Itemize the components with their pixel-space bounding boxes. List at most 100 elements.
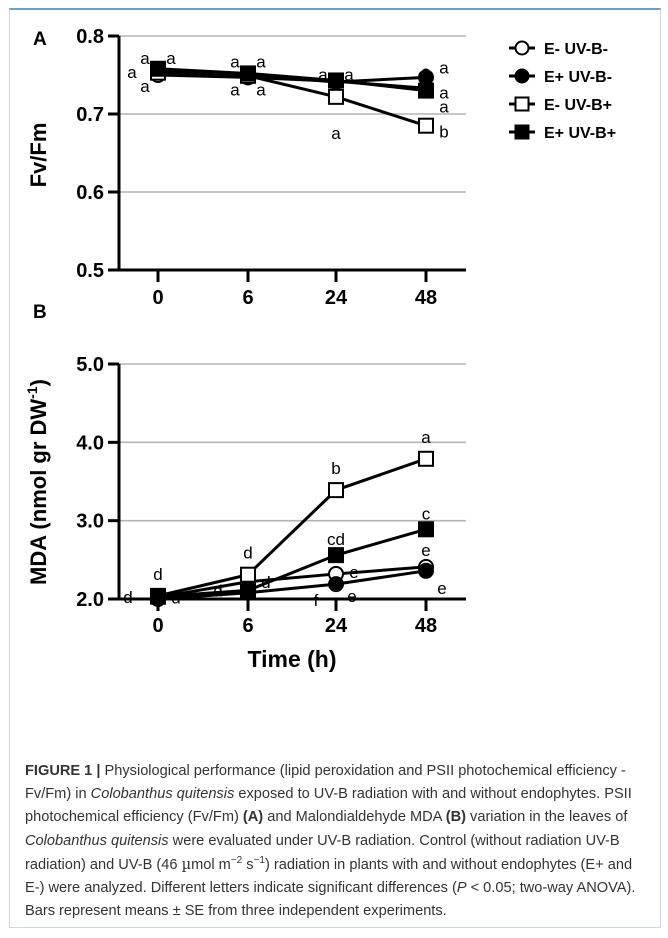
data-point	[150, 60, 166, 77]
data-point	[328, 88, 344, 105]
y-tick-label: 0.5	[76, 260, 104, 282]
data-point	[328, 482, 344, 499]
significance-letter: a	[140, 77, 150, 96]
y-tick-label: 3.0	[76, 511, 104, 533]
legend-marker	[514, 40, 530, 56]
figure-frame	[9, 8, 661, 928]
y-axis-title-superscript: -1	[24, 386, 40, 399]
significance-letter: e	[347, 587, 356, 606]
significance-letter: a	[230, 80, 240, 99]
significance-letter: cd	[327, 530, 345, 549]
x-tick-label: 6	[242, 287, 253, 309]
caption-exponent: −2	[230, 854, 243, 866]
significance-letter: a	[127, 63, 137, 82]
panel-letter: A	[33, 29, 47, 50]
x-tick-label: 0	[152, 287, 163, 309]
legend-marker	[514, 124, 530, 140]
caption-text: exposed to UV-B radiation with and witho…	[25, 786, 632, 826]
x-tick-label: 6	[242, 615, 253, 637]
caption-text: and Malondialdehyde MDA	[263, 809, 446, 826]
caption-text: Physiological performance (lipid peroxid…	[25, 763, 626, 803]
data-point	[418, 82, 434, 99]
data-point	[418, 521, 434, 538]
data-point	[418, 562, 434, 579]
significance-letter: a	[439, 83, 449, 102]
significance-letter: a	[318, 66, 328, 85]
data-point	[418, 117, 434, 134]
y-tick-label: 4.0	[76, 432, 104, 454]
data-point	[328, 576, 344, 593]
y-tick-label: 0.8	[76, 26, 104, 48]
y-tick-label: 0.6	[76, 182, 104, 204]
significance-letter: d	[171, 588, 180, 607]
data-point	[240, 566, 256, 583]
x-tick-label: 48	[415, 287, 437, 309]
legend: E- UV-B- E+ UV-B- E- UV-B+ E+ UV-B+	[509, 40, 616, 142]
significance-letter: a	[140, 49, 150, 68]
significance-letter: a	[166, 49, 176, 68]
x-tick-label: 24	[325, 615, 348, 637]
y-tick-label: 5.0	[76, 354, 104, 376]
panel-letter: B	[33, 302, 47, 323]
x-tick-label: 48	[415, 615, 437, 637]
x-axis-title: Time (h)	[247, 646, 336, 672]
legend-label: E- UV-B+	[544, 97, 612, 114]
significance-letter: f	[314, 591, 319, 610]
y-axis-title-text: )	[26, 379, 51, 386]
caption-text: were evaluated under UV-B radiation. Con…	[25, 832, 620, 873]
data-point	[328, 547, 344, 564]
significance-letter: d	[243, 544, 252, 563]
significance-letter: a	[421, 428, 431, 447]
caption-text: s	[242, 856, 254, 873]
y-tick-label: 2.0	[76, 589, 104, 611]
significance-letter: e	[437, 579, 446, 598]
data-point	[240, 65, 256, 82]
significance-letter: e	[349, 563, 358, 582]
y-axis-title: MDA (nmol gr DW-1)	[24, 379, 51, 585]
significance-letter: d	[213, 582, 222, 601]
series-line	[157, 565, 427, 599]
significance-letter: c	[422, 504, 431, 523]
x-tick-label: 0	[152, 615, 163, 637]
legend-marker	[514, 68, 530, 84]
significance-letter: e	[421, 541, 430, 560]
y-tick-label: 0.7	[76, 104, 104, 126]
significance-letter: a	[331, 124, 341, 143]
caption-p-value: P	[456, 880, 467, 897]
caption-text: ) radiation in plants with and without e…	[25, 856, 633, 897]
significance-letter: a	[344, 66, 354, 85]
significance-letter: a	[439, 58, 449, 77]
data-point	[418, 450, 434, 467]
data-point	[150, 588, 166, 605]
significance-letter: d	[123, 588, 132, 607]
significance-letter: a	[256, 52, 266, 71]
caption-species: Colobanthus quitensis	[25, 832, 169, 849]
series-line	[157, 67, 427, 93]
caption-species: Colobanthus quitensis	[90, 786, 235, 803]
panel-b: B 2.0 3.0 4.0 5.0 0 6 24 48 MDA (nmol gr DW-1) Tim…	[24, 302, 466, 672]
x-tick-label: 24	[325, 287, 348, 309]
significance-letter: a	[230, 52, 240, 71]
significance-letter: a	[256, 80, 266, 99]
figure-caption: FIGURE 1 | Physiological performance (li…	[25, 760, 645, 923]
significance-letter: a	[439, 97, 449, 116]
series-line	[157, 569, 427, 601]
significance-letter: d	[261, 573, 270, 592]
caption-symbol: µ	[181, 855, 192, 873]
significance-letter: b	[439, 123, 448, 142]
legend-marker	[514, 96, 530, 112]
series-line	[157, 71, 427, 128]
legend-label: E+ UV-B+	[544, 125, 616, 142]
significance-letter: d	[153, 565, 162, 584]
caption-exponent: −1	[253, 854, 265, 866]
series-line	[157, 457, 427, 598]
legend-label: E+ UV-B-	[544, 69, 612, 86]
caption-text: mol m	[191, 856, 231, 873]
y-axis-title-text: MDA (nmol gr DW	[26, 399, 51, 585]
caption-ref-a: (A)	[242, 809, 264, 826]
legend-label: E- UV-B-	[544, 41, 608, 58]
caption-ref-b: (B)	[445, 809, 466, 826]
data-point	[328, 72, 344, 89]
caption-text: variation in the leaves of	[465, 809, 628, 826]
